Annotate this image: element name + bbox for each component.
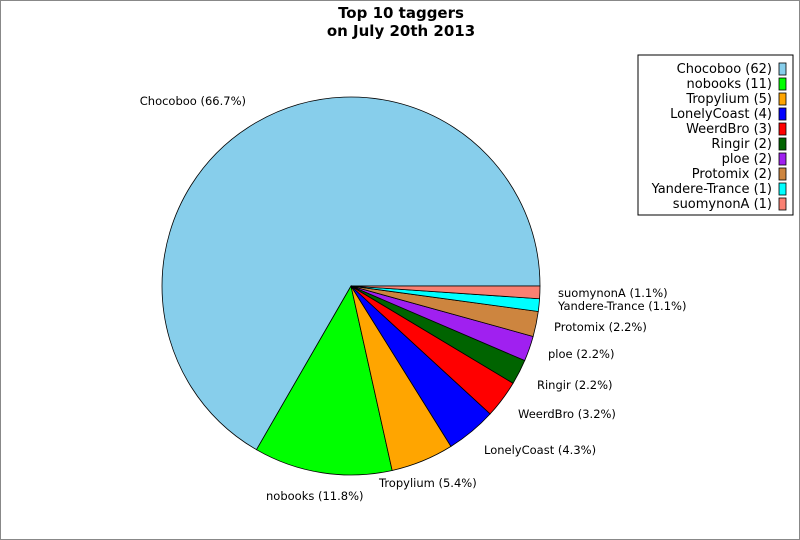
legend-swatch <box>778 92 787 106</box>
legend-swatch <box>778 182 787 196</box>
legend-swatch <box>778 122 787 136</box>
legend-box <box>637 54 794 216</box>
slice-label: ploe (2.2%) <box>548 347 614 361</box>
pie-slice-suomynona <box>350 285 541 300</box>
slice-label: Protomix (2.2%) <box>554 320 647 334</box>
legend-entry-label: LonelyCoast (4) <box>670 107 772 122</box>
pie-slice-nobooks <box>255 284 393 476</box>
slice-label: Tropylium (5.4%) <box>378 476 477 490</box>
legend-entry-label: Yandere-Trance (1) <box>651 182 772 197</box>
legend-swatch <box>778 62 787 76</box>
pie-slice-chocoboo <box>161 96 541 451</box>
slice-label: nobooks (11.8%) <box>266 489 364 503</box>
slice-label: Ringir (2.2%) <box>537 378 613 392</box>
legend-entry-label: WeerdBro (3) <box>686 122 772 137</box>
legend-swatch <box>778 167 787 181</box>
legend-swatch <box>778 107 787 121</box>
slice-label: Chocoboo (66.7%) <box>140 94 246 108</box>
legend-entry-label: ploe (2) <box>722 152 772 167</box>
legend-entry-label: Tropylium (5) <box>685 92 772 107</box>
legend-swatch <box>778 152 787 166</box>
legend-entry-label: suomynonA (1) <box>673 197 772 212</box>
legend-entry-label: nobooks (11) <box>687 77 772 92</box>
chart-title-line-1: Top 10 taggers <box>338 4 464 22</box>
legend-swatch <box>778 137 787 151</box>
legend-entry-label: Protomix (2) <box>692 167 772 182</box>
slice-label: Yandere-Trance (1.1%) <box>557 299 686 313</box>
chart-title-line-2: on July 20th 2013 <box>327 22 475 40</box>
slice-label: WeerdBro (3.2%) <box>518 407 616 421</box>
legend-entry-label: Ringir (2) <box>711 137 772 152</box>
legend-swatch <box>778 77 787 91</box>
slice-label: LonelyCoast (4.3%) <box>484 443 596 457</box>
legend-entry-label: Chocoboo (62) <box>677 62 772 77</box>
slice-label: suomynonA (1.1%) <box>558 286 668 300</box>
legend-swatch <box>778 197 787 211</box>
